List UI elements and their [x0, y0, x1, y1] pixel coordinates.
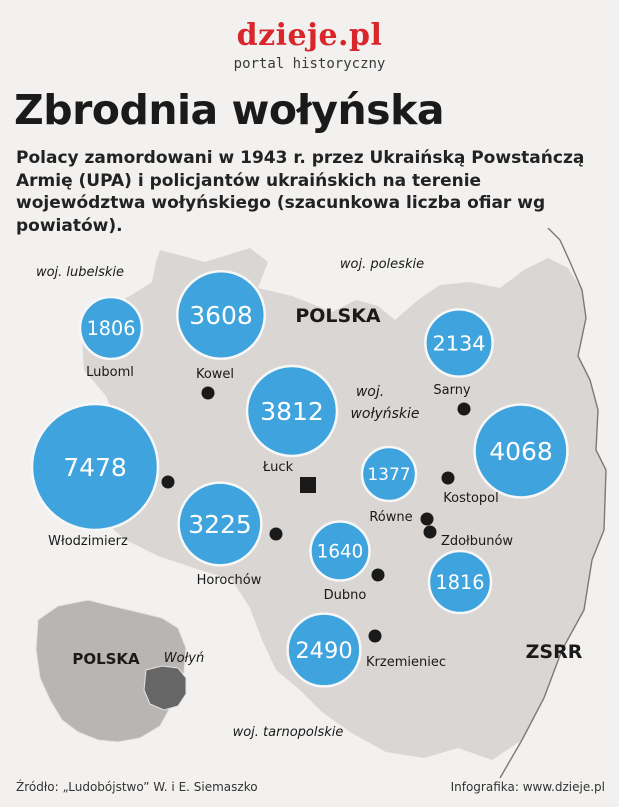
county-5-victims-bubble [30, 402, 160, 532]
county-6-seat-marker [269, 527, 283, 541]
county-7-victims-value: 1377 [367, 465, 410, 485]
county-7-victims-bubble [360, 445, 418, 503]
county-8-victims-bubble [473, 403, 569, 499]
county-9-name-label: Dubno [324, 588, 367, 603]
credit-note: Infografika: www.dzieje.pl [450, 780, 605, 794]
county-6-victims-value: 3225 [188, 510, 252, 539]
county-11-victims-bubble [286, 612, 362, 688]
county-8-victims-value: 4068 [489, 437, 553, 466]
region-label-zsrr: ZSRR [526, 641, 583, 663]
border-line-top [547, 227, 561, 241]
county-2-seat-marker [201, 386, 215, 400]
region-label-polska-top: POLSKA [295, 305, 381, 327]
region-label-lubelskie: woj. lubelskie [36, 265, 124, 280]
county-6-victims-bubble [177, 481, 263, 567]
county-1-victims-bubble [78, 295, 144, 361]
county-5-name-label: Włodzimierz [48, 534, 128, 549]
county-4-name-label: Sarny [433, 383, 471, 398]
region-label-tarnopolskie: woj. tarnopolskie [233, 725, 344, 740]
county-7-seat-marker [420, 512, 434, 526]
inset-wolyn [143, 665, 187, 711]
border-line [499, 239, 607, 779]
county-10-victims-value: 1816 [436, 571, 485, 594]
county-9-seat-marker [371, 568, 385, 582]
county-8-name-label: Kostopol [443, 491, 498, 506]
region-label-inset-polska: POLSKA [72, 650, 140, 668]
county-1-name-label: Luboml [86, 365, 134, 380]
region-label-wolynskie-line1: woj. [356, 384, 384, 400]
county-11-name-label: Krzemieniec [366, 655, 446, 670]
county-11-seat-marker [368, 629, 382, 643]
logo-subtitle: portal historyczny [233, 56, 386, 72]
county-5-victims-value: 7478 [63, 453, 127, 482]
county-3-victims-bubble [245, 364, 339, 458]
county-3-name-label: Łuck [262, 460, 294, 475]
county-2-victims-value: 3608 [189, 301, 253, 330]
county-4-seat-marker [457, 402, 471, 416]
county-9-victims-value: 1640 [317, 542, 364, 563]
county-10-name-label: Zdołbunów [441, 534, 513, 549]
county-4-victims-bubble [424, 308, 494, 378]
county-4-victims-value: 2134 [432, 332, 485, 356]
page-subtitle: Polacy zamordowani w 1943 r. przez Ukrai… [16, 148, 585, 236]
county-1-victims-value: 1806 [87, 317, 136, 340]
region-label-inset-wolyn: Wołyń [164, 651, 204, 666]
county-7-name-label: Równe [369, 510, 412, 525]
region-label-poleskie: woj. poleskie [340, 257, 424, 272]
logo: dzieje.pl [236, 18, 383, 53]
county-8-seat-marker [441, 471, 455, 485]
county-3-victims-value: 3812 [260, 397, 324, 426]
county-10-victims-bubble [427, 549, 493, 615]
region-shape [82, 248, 606, 760]
county-3-seat-marker [300, 477, 316, 493]
county-10-seat-marker [423, 525, 437, 539]
region-label-wolynskie-line2: wołyńskie [350, 406, 419, 422]
county-9-victims-bubble [309, 520, 371, 582]
county-5-seat-marker [161, 475, 175, 489]
source-note: Źródło: „Ludobójstwo” W. i E. Siemaszko [16, 780, 258, 794]
county-11-victims-value: 2490 [295, 638, 352, 664]
page-title: Zbrodnia wołyńska [14, 86, 445, 134]
county-2-victims-bubble [175, 269, 267, 361]
county-6-name-label: Horochów [197, 573, 262, 588]
county-2-name-label: Kowel [196, 367, 234, 382]
